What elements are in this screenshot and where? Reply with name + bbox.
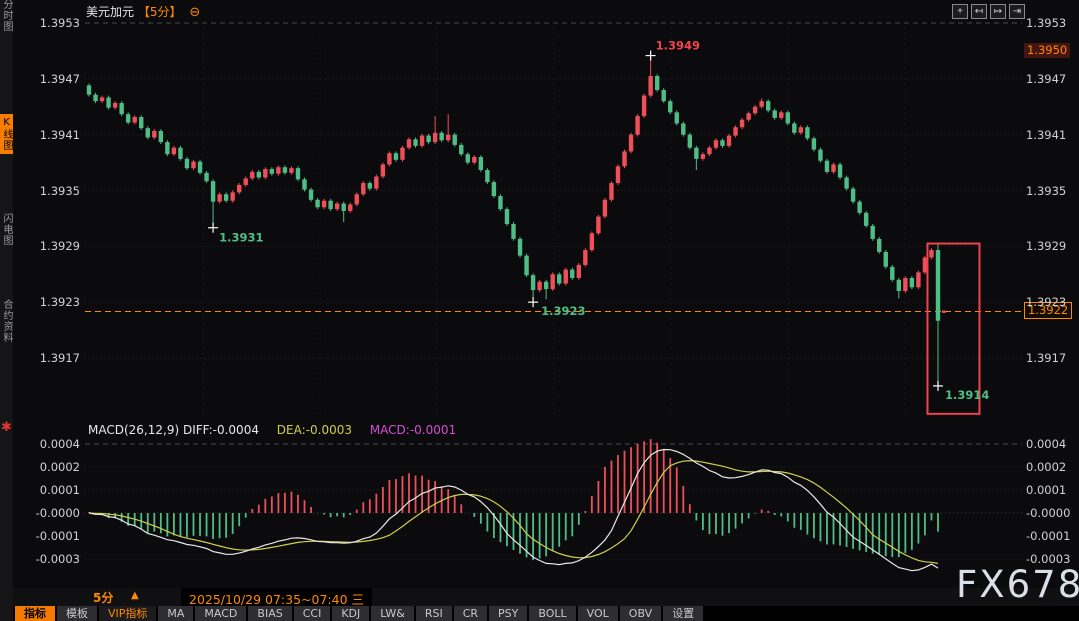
- scale-left-icon[interactable]: ↤: [971, 4, 987, 19]
- candle-datetime: 2025/10/29 07:35~07:40 三: [181, 588, 373, 609]
- price-tick-label: 1.3929: [39, 239, 80, 254]
- price-tick-label: -0.0003: [35, 552, 80, 566]
- svg-text:1.3931: 1.3931: [219, 231, 263, 245]
- price-tick-label: -0.0001: [35, 529, 80, 543]
- price-tick-label: 0.0004: [1026, 437, 1067, 451]
- status-bar: 5分 ▲ 2025/10/29 07:35~07:40 三: [13, 588, 1079, 609]
- svg-text:1.3923: 1.3923: [541, 304, 585, 318]
- sidebar-tab-0[interactable]: 分时图: [1, 0, 12, 32]
- symbol-name: 美元加元: [86, 5, 135, 19]
- menu-item-14[interactable]: OBV: [619, 606, 662, 621]
- macd-title-diff: MACD(26,12,9) DIFF:-0.0004: [88, 423, 259, 437]
- sidebar-tab-1[interactable]: K线图: [0, 114, 13, 154]
- menu-item-10[interactable]: CR: [453, 606, 488, 621]
- price-tick-label: 1.3935: [39, 183, 80, 198]
- sidebar-tab-3[interactable]: 合约资料: [1, 299, 12, 343]
- indicator-menu: 指标 模板 VIP指标 MA MACD BIAS CCI KDJ LW& RSI CR PSY BOLL…: [13, 606, 1079, 621]
- price-tick-label: 1.3953: [1026, 16, 1067, 30]
- price-tick-label: 1.3941: [39, 127, 80, 142]
- price-tick-label: 1.3935: [1026, 183, 1067, 198]
- sidebar-tab-2[interactable]: 闪电图: [1, 213, 12, 246]
- chart-toolbar: + ↤ ↦ ⇥: [952, 4, 1025, 19]
- macd-header: MACD(26,12,9) DIFF:-0.0004 DEA:-0.0003 M…: [88, 423, 456, 437]
- price-tick-label: 1.3917: [39, 351, 80, 365]
- price-tick-label: -0.0000: [1026, 506, 1071, 520]
- menu-item-4[interactable]: MACD: [195, 606, 247, 621]
- menu-item-1[interactable]: 模板: [57, 606, 97, 621]
- price-tick-label: 1.3917: [1026, 351, 1067, 365]
- macd-bar-value: MACD:-0.0001: [369, 423, 457, 437]
- menu-item-5[interactable]: BIAS: [248, 606, 292, 621]
- session-high-badge: 1.3950: [1024, 42, 1071, 58]
- menu-item-8[interactable]: LW&: [371, 606, 414, 621]
- collapse-icon[interactable]: ⊖: [189, 5, 201, 20]
- price-tick-label: -0.0003: [1026, 552, 1071, 566]
- red-asterisk-icon: ✱: [1, 420, 12, 435]
- menu-item-15[interactable]: 设置: [663, 606, 704, 621]
- price-tick-label: 0.0002: [39, 460, 80, 474]
- price-tick-label: 0.0001: [39, 483, 80, 497]
- pan-icon[interactable]: +: [952, 4, 968, 19]
- price-tick-label: 1.3953: [39, 16, 80, 30]
- trend-arrow-icon: ▲: [131, 590, 139, 601]
- price-tick-label: 1.3947: [39, 71, 80, 86]
- svg-text:1.3949: 1.3949: [656, 39, 700, 53]
- menu-item-9[interactable]: RSI: [415, 606, 452, 621]
- menu-item-2[interactable]: VIP指标: [99, 606, 157, 621]
- price-tick-label: 1.3923: [39, 295, 80, 310]
- watermark: FX678: [956, 563, 1079, 606]
- menu-item-13[interactable]: VOL: [577, 606, 618, 621]
- svg-text:1.3914: 1.3914: [945, 388, 989, 402]
- period-selector[interactable]: 5分: [93, 591, 114, 605]
- price-tick-label: 0.0001: [1026, 483, 1067, 497]
- menu-item-6[interactable]: CCI: [293, 606, 331, 621]
- price-tick-label: 1.3947: [1026, 71, 1067, 86]
- menu-item-0[interactable]: 指标: [15, 606, 55, 621]
- price-tick-label: 0.0004: [39, 437, 80, 451]
- price-tick-label: 0.0002: [1026, 460, 1067, 474]
- price-tick-label: -0.0000: [35, 506, 80, 520]
- left-sidebar: 分时图 K线图闪电图合约资料 ✱: [0, 0, 13, 621]
- jump-latest-icon[interactable]: ⇥: [1009, 4, 1025, 19]
- chart-title: 美元加元 【5分】 ⊖: [86, 3, 200, 20]
- current-price-badge: 1.3922: [1024, 302, 1073, 320]
- period-tag: 【5分】: [137, 5, 182, 19]
- menu-item-3[interactable]: MA: [158, 606, 194, 621]
- price-tick-label: 1.3923: [1026, 295, 1067, 310]
- price-tick-label: -0.0001: [1026, 529, 1071, 543]
- menu-item-11[interactable]: PSY: [489, 606, 528, 621]
- price-tick-label: 1.3941: [1026, 127, 1067, 142]
- price-tick-label: 1.3929: [1026, 239, 1067, 254]
- menu-item-7[interactable]: KDJ: [332, 606, 370, 621]
- macd-dea-value: DEA:-0.0003: [276, 423, 352, 437]
- scale-right-icon[interactable]: ↦: [990, 4, 1006, 19]
- menu-item-12[interactable]: BOLL: [529, 606, 576, 621]
